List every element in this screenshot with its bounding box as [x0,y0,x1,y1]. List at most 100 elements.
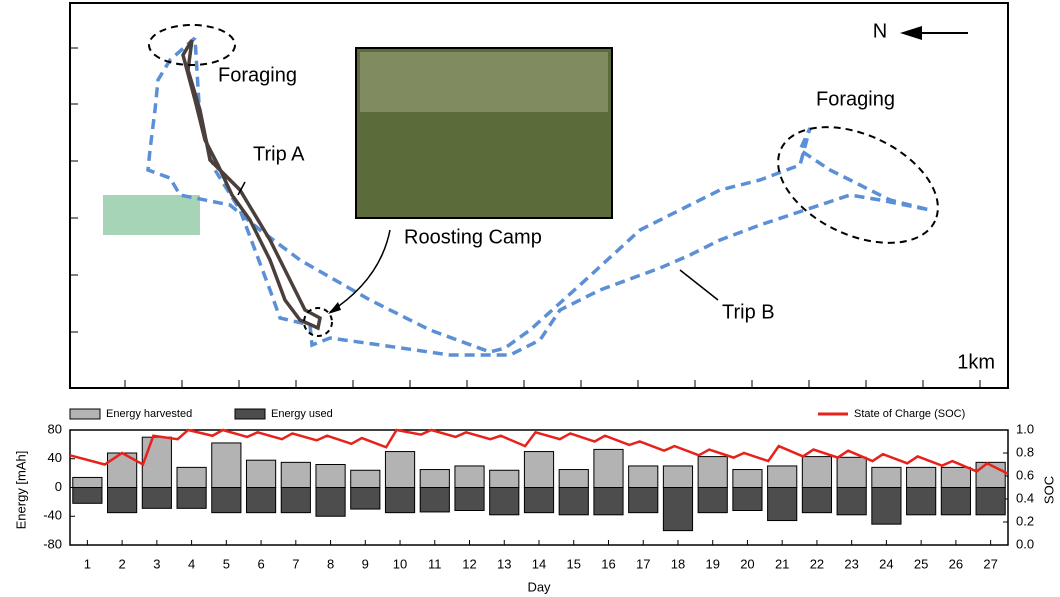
bar [489,469,520,488]
x-tick-label: 16 [601,556,615,571]
bar [280,487,311,514]
bar [906,487,937,516]
bar [940,487,971,516]
bar [836,456,867,488]
y2-tick-label: 0.4 [1016,490,1034,505]
x-tick-label: 18 [671,556,685,571]
bar [176,466,207,488]
bar [350,487,381,510]
bar [211,487,242,514]
bar [384,487,416,514]
map-inset [103,195,200,235]
bar [280,461,311,488]
x-tick-label: 26 [949,556,963,571]
bar [628,487,659,514]
roosting-camp-label: Roosting Camp [404,226,542,248]
x-tick-label: 21 [775,556,789,571]
scale-label: 1km [957,351,995,373]
trip-b-path [146,36,931,357]
bar [141,487,172,509]
x-tick-label: 7 [292,556,299,571]
x-tick-label: 2 [118,556,125,571]
x-tick-label: 19 [705,556,719,571]
foraging-label: Foraging [816,88,895,110]
bar [871,487,902,525]
x-tick-label: 17 [636,556,650,571]
y-tick-label: 40 [48,450,62,465]
bar [315,487,346,517]
bar [350,469,381,488]
bar [767,487,798,522]
x-tick-label: 1 [84,556,91,571]
x-tick-label: 12 [462,556,476,571]
bar [801,456,833,488]
roost-photo-sky [360,52,608,112]
x-tick-label: 13 [497,556,511,571]
bar [419,487,450,513]
x-tick-label: 14 [532,556,546,571]
bar [906,466,937,488]
y-axis-label: Energy [mAh] [13,451,28,530]
x-tick-label: 9 [362,556,369,571]
bar [523,451,555,488]
north-arrow-head [900,26,922,40]
bar [732,487,763,511]
bar [176,487,207,509]
map-panel: N Foraging Foraging Trip A Trip B Roosti… [69,2,1009,389]
x-tick-label: 10 [393,556,407,571]
camp-circle [303,307,333,337]
bar [975,461,1006,488]
legend-key [234,408,266,420]
x-tick-label: 3 [153,556,160,571]
x-tick-label: 25 [914,556,928,571]
bar [245,487,277,514]
map-ticks [70,47,981,388]
y-tick-label: 80 [48,421,62,436]
y-tick-label: -40 [43,508,62,523]
camp-arrow [329,229,391,313]
leader-line [679,269,719,301]
bar [975,487,1006,516]
foraging-label: Foraging [218,64,297,86]
x-tick-label: 15 [567,556,581,571]
x-tick-label: 22 [810,556,824,571]
bar [697,487,728,514]
bar [315,464,346,488]
north-label: N [873,20,887,42]
x-tick-label: 23 [844,556,858,571]
arrow-head [328,302,341,314]
bar [558,487,589,516]
y2-tick-label: 0.0 [1016,536,1034,551]
bar [245,459,277,488]
soc-line [69,428,1009,475]
x-tick-label: 24 [879,556,893,571]
trip-a-path [181,39,322,331]
foraging-circle [148,24,236,66]
leader-line [237,181,246,196]
bar [489,487,520,516]
y2-axis-label: SOC [1041,476,1056,504]
bar [628,465,659,488]
bar [211,442,242,488]
bar [72,487,103,504]
y-tick-label: -80 [43,536,62,551]
x-tick-label: 11 [428,556,442,571]
x-tick-label: 20 [740,556,754,571]
x-tick-label: 4 [188,556,195,571]
legend-label: Energy harvested [106,408,192,420]
x-tick-label: 8 [327,556,334,571]
bar [384,451,416,488]
y2-tick-label: 0.8 [1016,444,1034,459]
bar [940,466,971,488]
bar [767,465,798,488]
bar [454,465,485,488]
y-tick-label: 0 [55,479,62,494]
y2-tick-label: 0.6 [1016,467,1034,482]
bar [454,487,485,511]
trip-a-label: Trip A [253,143,305,165]
y2-tick-label: 0.2 [1016,513,1034,528]
bar [801,487,833,514]
bar [419,469,450,488]
bar [593,448,624,488]
